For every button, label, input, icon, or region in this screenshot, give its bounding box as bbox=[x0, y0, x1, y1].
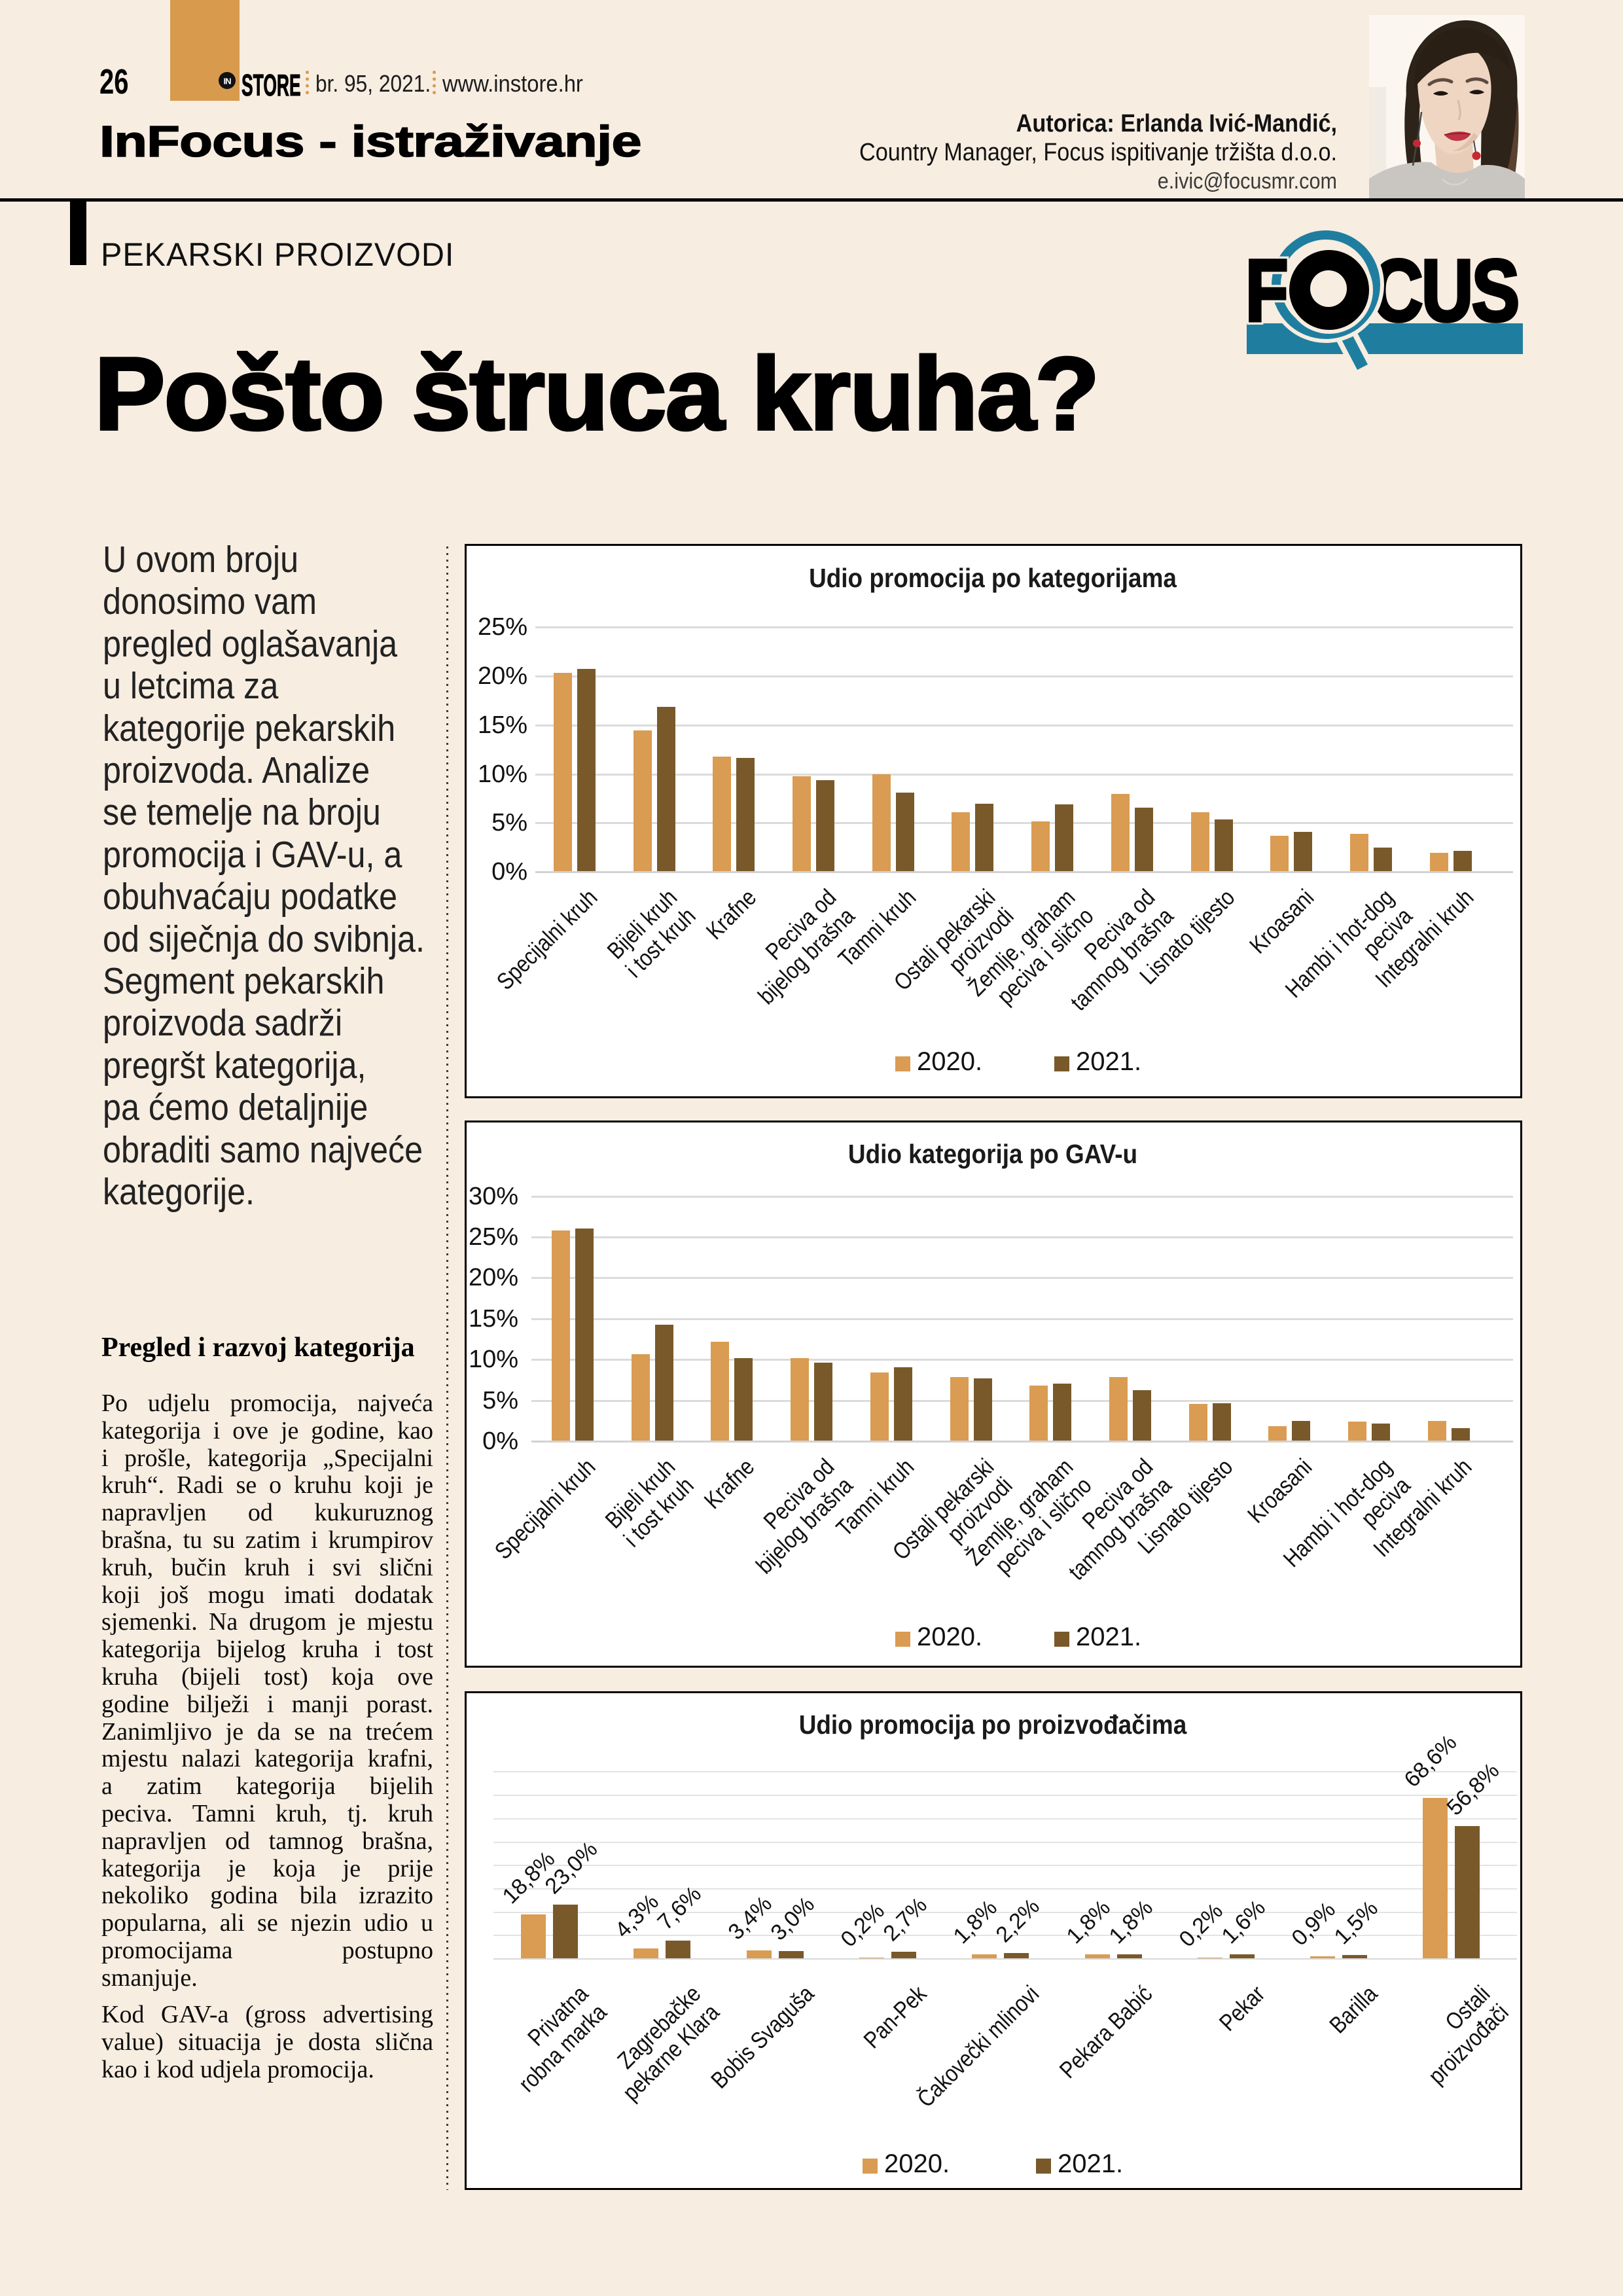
svg-text:F: F bbox=[1245, 242, 1288, 340]
svg-text:IN: IN bbox=[224, 77, 232, 86]
svg-text:F: F bbox=[1245, 242, 1288, 340]
